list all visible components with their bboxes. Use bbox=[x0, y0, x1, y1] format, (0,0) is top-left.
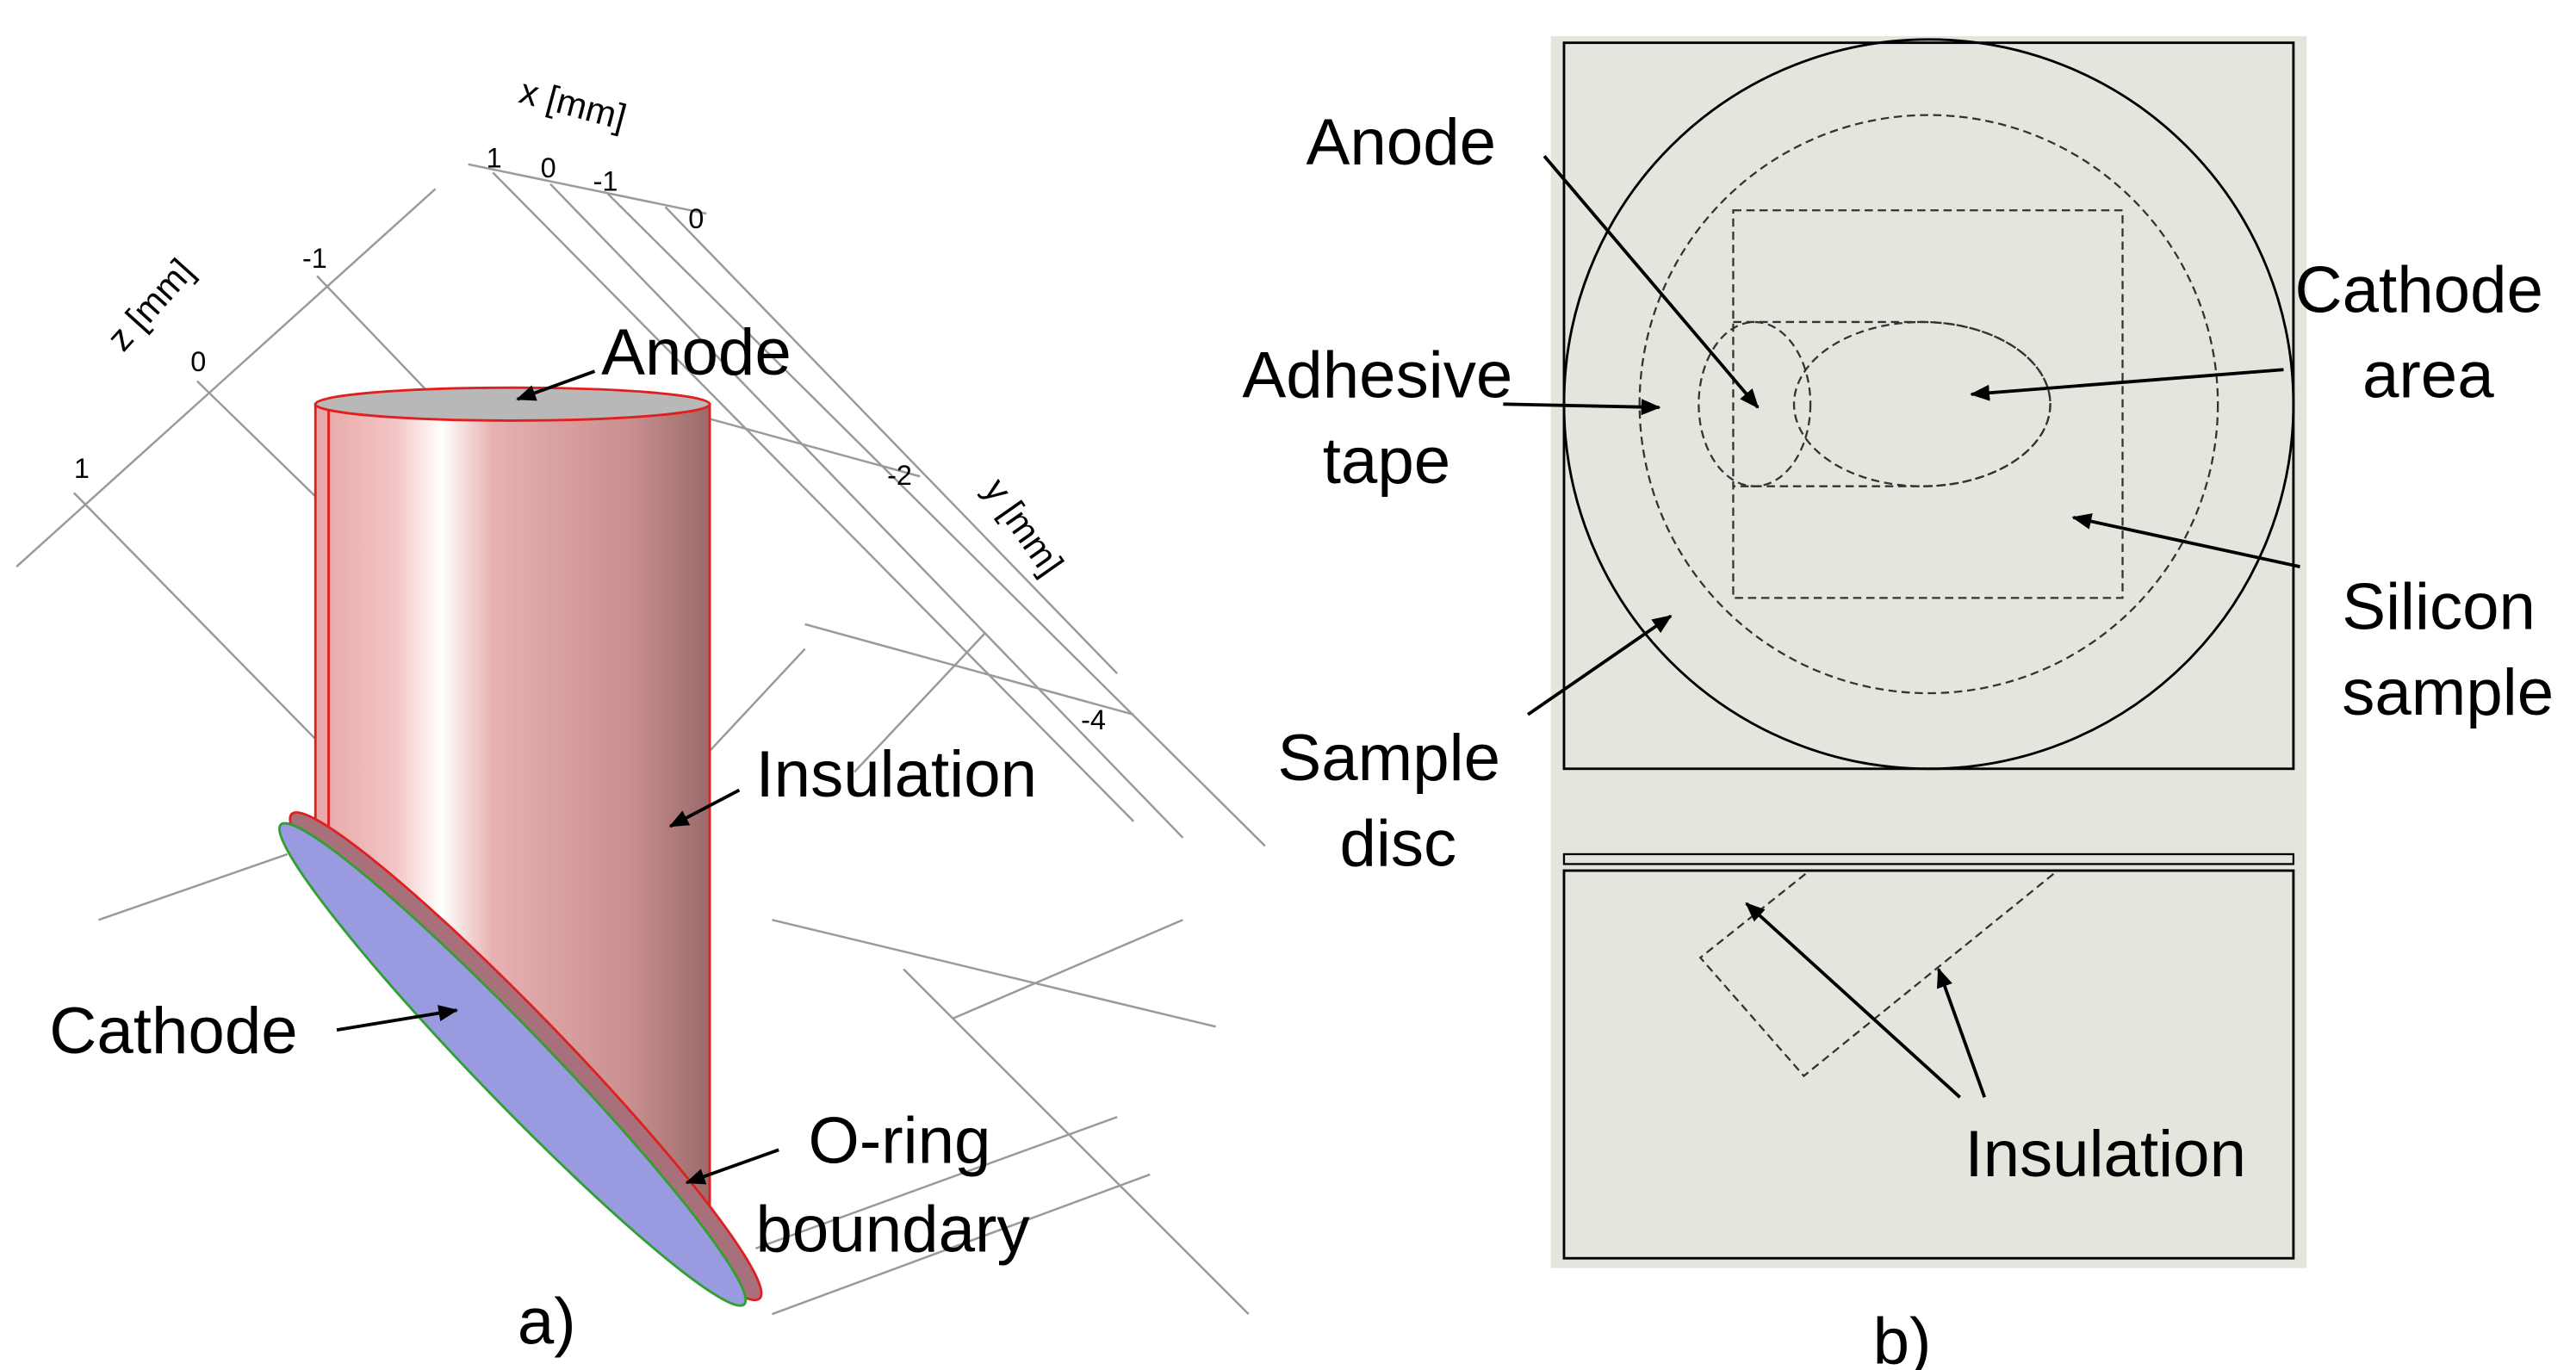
z-tick-label: 1 bbox=[74, 453, 90, 484]
page: html, body { margin: 0; padding: 0; back… bbox=[0, 0, 2576, 1370]
x-tick-label: 1 bbox=[487, 143, 502, 174]
x-tick-label: -1 bbox=[593, 165, 618, 196]
label-line: Sample bbox=[1277, 722, 1500, 795]
label-sample-disc: Sample disc bbox=[1277, 722, 1518, 880]
x-axis-label: x [mm] bbox=[516, 71, 631, 138]
label-line: Cathode bbox=[2294, 253, 2542, 326]
label-silicon-sample: Silicon sample bbox=[2342, 571, 2554, 729]
z-tick-label: 0 bbox=[190, 346, 206, 377]
background bbox=[1551, 36, 2306, 1268]
grid-line bbox=[805, 624, 1134, 715]
label-anode: Anode bbox=[601, 316, 791, 389]
label-line: sample bbox=[2342, 656, 2554, 729]
label-insulation: Insulation bbox=[1965, 1118, 2246, 1191]
grid-line bbox=[469, 164, 707, 214]
label-o-ring: O-ring boundary bbox=[755, 1105, 1029, 1267]
z-tick-label: -1 bbox=[302, 243, 327, 274]
label-cathode-area: Cathode area bbox=[2294, 253, 2561, 412]
label-line: disc bbox=[1339, 807, 1456, 880]
label-insulation: Insulation bbox=[755, 738, 1037, 811]
label-line: Silicon bbox=[2342, 571, 2536, 644]
label-anode: Anode bbox=[1306, 106, 1496, 179]
y-tick-label: -4 bbox=[1081, 704, 1106, 735]
label-line: Adhesive bbox=[1242, 339, 1512, 412]
label-line: boundary bbox=[755, 1193, 1029, 1267]
grid-line bbox=[197, 381, 329, 510]
x-tick-label: 0 bbox=[688, 203, 704, 234]
body: {"panel_a":{"axes":{"x_label":"x [mm]","… bbox=[0, 0, 2576, 1370]
label-line: O-ring bbox=[809, 1105, 991, 1178]
figure: x [mm] z [mm] y [mm] 1 0 -1 0 -1 0 1 -2 … bbox=[0, 0, 2576, 1370]
grid-line bbox=[773, 920, 1216, 1026]
caption: a) bbox=[518, 1285, 576, 1358]
y-axis-label: y [mm] bbox=[976, 471, 1071, 583]
grid-line bbox=[666, 207, 1118, 673]
caption: b) bbox=[1873, 1305, 1932, 1370]
grid-line bbox=[98, 854, 287, 920]
label-line: area bbox=[2362, 339, 2494, 412]
anode-surface bbox=[315, 387, 710, 420]
label-line: tape bbox=[1323, 425, 1451, 498]
y-tick-label: -2 bbox=[887, 460, 912, 491]
grid-line bbox=[953, 920, 1182, 1018]
x-tick-label: 0 bbox=[541, 152, 556, 183]
z-axis-label: z [mm] bbox=[99, 251, 202, 358]
label-adhesive-tape: Adhesive tape bbox=[1242, 339, 1530, 498]
label-cathode: Cathode bbox=[49, 995, 297, 1068]
grid-line bbox=[317, 276, 427, 392]
